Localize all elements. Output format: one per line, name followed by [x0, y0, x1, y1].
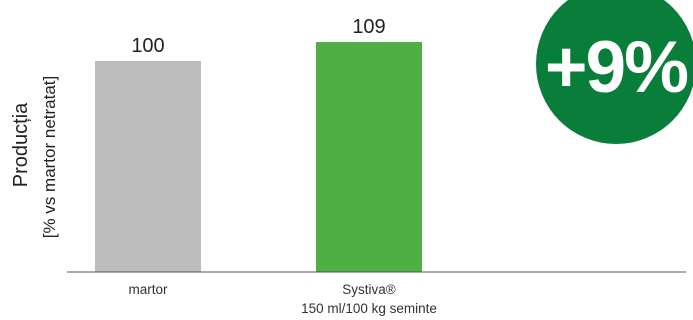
value-label-martor: 100: [131, 35, 164, 57]
y-axis-label: Producția [% vs martor netratat]: [10, 76, 59, 239]
badge-text: +9%: [545, 27, 687, 108]
category-sublabel-systiva: 150 ml/100 kg seminte: [301, 301, 437, 316]
y-axis-title: Producția: [10, 102, 32, 187]
bar-systiva: [316, 42, 422, 272]
y-axis-subtitle: [% vs martor netratat]: [40, 76, 59, 239]
badge-circle: [536, 0, 693, 144]
increase-badge: +9%: [536, 0, 693, 144]
category-label-systiva: Systiva®: [342, 282, 396, 297]
category-label-martor: martor: [128, 282, 168, 297]
bars-group: 100 109: [95, 16, 422, 272]
value-label-systiva: 109: [352, 16, 385, 38]
bar-martor: [95, 60, 201, 272]
